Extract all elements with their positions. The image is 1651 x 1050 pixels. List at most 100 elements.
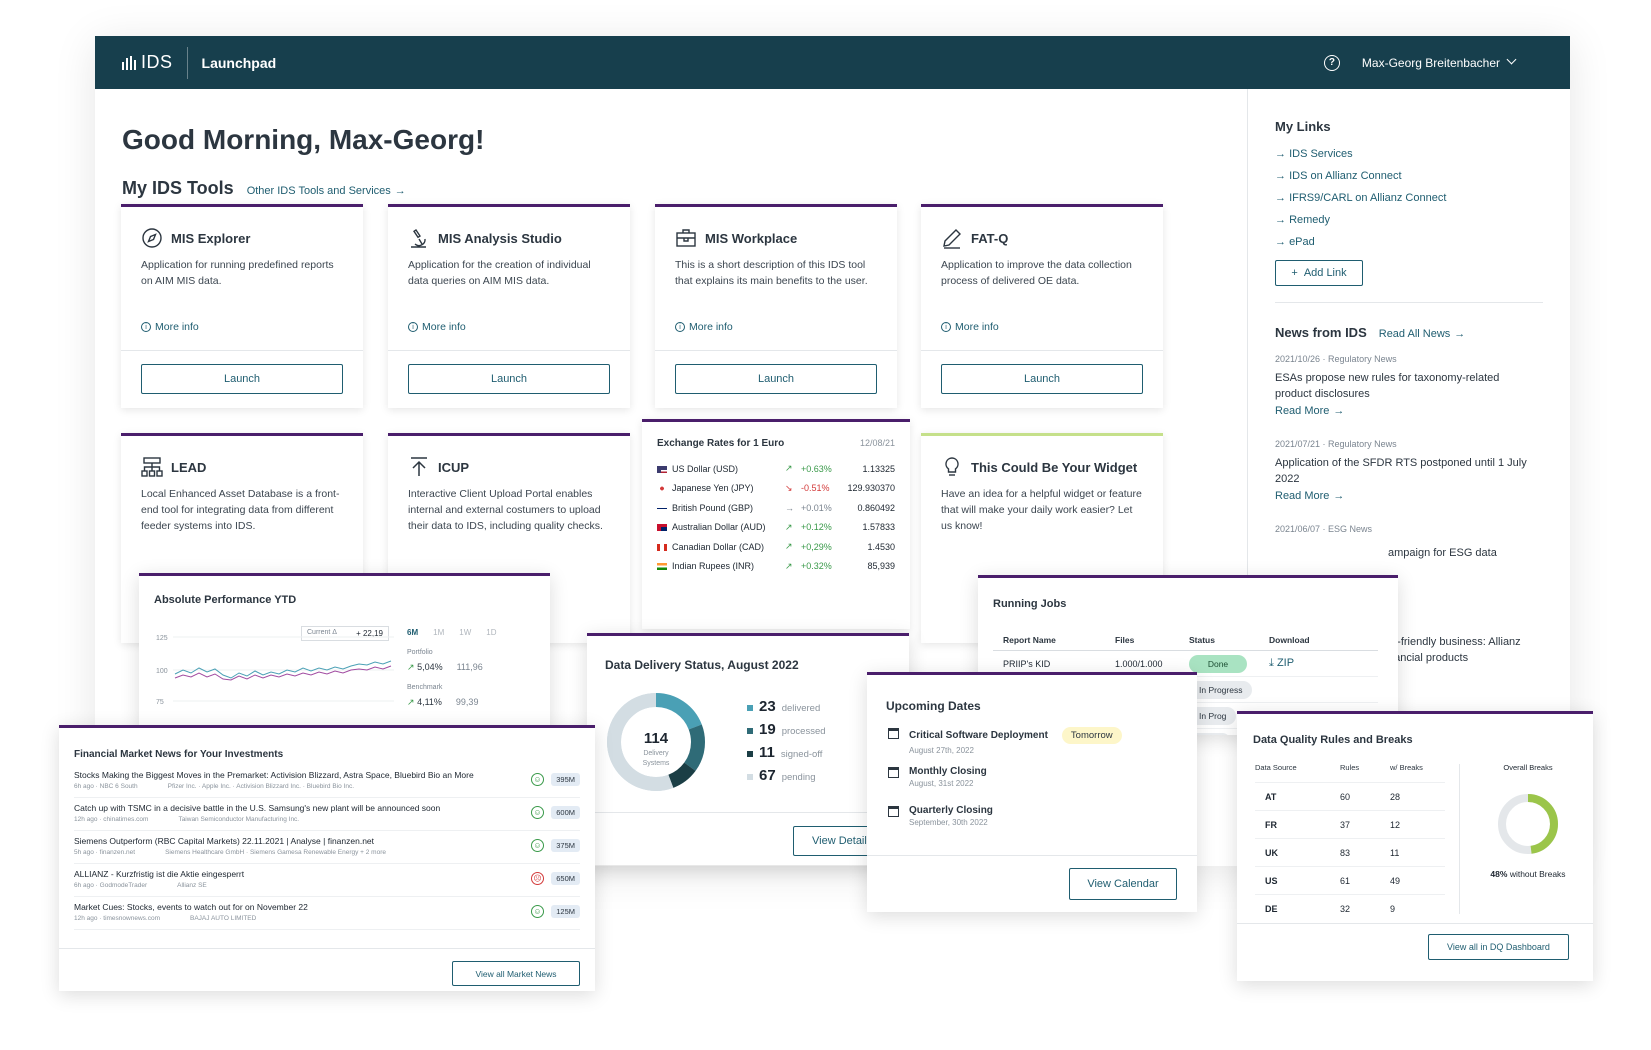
trend-up-icon: ↗ bbox=[785, 521, 793, 532]
sidebar-link[interactable]: → IDS Services bbox=[1275, 148, 1353, 160]
portfolio-stats: ↗ 5,04% 111,96 bbox=[407, 662, 483, 672]
more-info-link[interactable]: i More info bbox=[921, 321, 1163, 333]
arrow-right-icon: → bbox=[1275, 192, 1290, 204]
microscope-icon bbox=[408, 227, 430, 249]
sidebar-link[interactable]: → IFRS9/CARL on Allianz Connect bbox=[1275, 192, 1447, 204]
info-icon: i bbox=[675, 322, 685, 332]
benchmark-label: Benchmark bbox=[407, 684, 443, 691]
news-meta: 2021/07/21 · Regulatory News bbox=[1275, 439, 1397, 449]
delivery-legend-item: 19 processed bbox=[747, 721, 826, 744]
col-files: Files bbox=[1115, 635, 1189, 651]
calendar-icon bbox=[888, 767, 899, 778]
read-more-link[interactable]: Read More → bbox=[1275, 490, 1345, 502]
y-tick: 100 bbox=[156, 668, 168, 675]
sidebar-link[interactable]: → ePad bbox=[1275, 236, 1315, 248]
arrow-right-icon: → bbox=[1275, 148, 1290, 160]
trend-up-icon: ↗ bbox=[785, 463, 793, 474]
view-calendar-button[interactable]: View Calendar bbox=[1069, 868, 1177, 900]
market-news-item[interactable]: Catch up with TSMC in a decisive battle … bbox=[74, 798, 580, 831]
user-menu[interactable]: Max-Georg Breitenbacher bbox=[1361, 54, 1517, 70]
tab-1d[interactable]: 1D bbox=[486, 628, 497, 637]
tab-1w[interactable]: 1W bbox=[459, 628, 472, 637]
benchmark-line bbox=[174, 665, 392, 681]
date-item[interactable]: Critical Software Deployment Tomorrow Augu… bbox=[888, 727, 1122, 766]
legend-swatch bbox=[747, 705, 753, 711]
range-tabs: 6M 1M 1W 1D bbox=[407, 628, 496, 637]
tool-description: Interactive Client Upload Portal enables… bbox=[408, 488, 603, 532]
calendar-icon bbox=[888, 728, 899, 739]
delivery-title: Data Delivery Status, August 2022 bbox=[605, 658, 799, 672]
plus-icon: + bbox=[1291, 267, 1298, 279]
table-row: FR 37 12 bbox=[1255, 810, 1445, 839]
upcoming-dates-title: Upcoming Dates bbox=[886, 699, 981, 713]
date-item[interactable]: Monthly Closing August, 31st 2022 bbox=[888, 766, 1122, 805]
page-greeting: Good Morning, Max-Georg! bbox=[122, 124, 485, 155]
upcoming-dates-widget: Upcoming Dates Critical Software Deploym… bbox=[867, 672, 1197, 912]
date-item[interactable]: Quarterly Closing September, 30th 2022 bbox=[888, 805, 1122, 844]
news-item: 2021/07/21 · Regulatory News Application … bbox=[1275, 439, 1535, 502]
smile-face-icon: ☺ bbox=[531, 773, 544, 786]
tab-6m[interactable]: 6M bbox=[407, 628, 419, 637]
performance-widget: Absolute Performance YTD Current Δ + 22,1… bbox=[139, 573, 550, 733]
more-info-link[interactable]: i More info bbox=[388, 321, 630, 333]
sidebar-link[interactable]: → IDS on Allianz Connect bbox=[1275, 170, 1402, 182]
more-info-link[interactable]: i More info bbox=[121, 321, 363, 333]
user-name: Max-Georg Breitenbacher bbox=[1361, 55, 1500, 70]
data-delivery-widget: Data Delivery Status, August 2022 114 De… bbox=[587, 633, 909, 865]
news-partial-text: te-friendly business: Allianz nancial pro… bbox=[1388, 636, 1521, 664]
view-all-market-news-button[interactable]: View all Market News bbox=[452, 961, 580, 986]
launch-button[interactable]: Launch bbox=[941, 364, 1143, 394]
trend-down-icon: ↘ bbox=[785, 482, 793, 493]
download-zip-link[interactable]: ⤓ ZIP bbox=[1269, 657, 1295, 669]
portfolio-line bbox=[174, 660, 392, 679]
sidebar-link[interactable]: → Remedy bbox=[1275, 214, 1331, 226]
delivery-donut-chart bbox=[607, 693, 705, 791]
tool-title: MIS Analysis Studio bbox=[438, 230, 562, 246]
delivery-legend-item: 67 pending bbox=[747, 767, 826, 790]
launch-button[interactable]: Launch bbox=[675, 364, 877, 394]
trend-up-icon: ↗ bbox=[785, 560, 793, 571]
donut-segment-processed bbox=[607, 693, 705, 791]
trend-up-icon: ↗ bbox=[407, 662, 415, 672]
market-news-item[interactable]: Stocks Making the Biggest Moves in the P… bbox=[74, 765, 580, 798]
launch-button[interactable]: Launch bbox=[408, 364, 610, 394]
help-icon[interactable]: ? bbox=[1323, 54, 1340, 71]
tool-card-mis-analysis-studio: MIS Analysis Studio Application for the c… bbox=[388, 204, 630, 408]
ids-logo[interactable]: IDS bbox=[95, 36, 173, 89]
overall-breaks-donut bbox=[1498, 794, 1558, 854]
smile-face-icon: ☺ bbox=[531, 905, 544, 918]
tool-description: Application for the creation of individu… bbox=[408, 259, 591, 287]
date-tag: Tomorrow bbox=[1061, 727, 1122, 744]
tools-section-header: My IDS Tools Other IDS Tools and Service… bbox=[122, 178, 406, 199]
hierarchy-icon bbox=[141, 456, 163, 478]
add-link-button[interactable]: + Add Link bbox=[1275, 260, 1363, 286]
arrow-right-icon: → bbox=[1275, 236, 1290, 248]
market-news-item[interactable]: Siemens Outperform (RBC Capital Markets)… bbox=[74, 831, 580, 864]
info-icon: i bbox=[141, 322, 151, 332]
portfolio-label: Portfolio bbox=[407, 649, 433, 656]
view-dq-dashboard-button[interactable]: View all in DQ Dashboard bbox=[1428, 934, 1569, 960]
running-jobs-widget: Running Jobs Report Name Files Status Do… bbox=[978, 575, 1398, 735]
fx-table: US Dollar (USD) ↗ +0.63% 1.13325 Japanese Ye… bbox=[657, 459, 895, 576]
flag-gb-icon bbox=[657, 504, 667, 512]
tool-description: Application to improve the data collecti… bbox=[941, 259, 1132, 287]
other-tools-link[interactable]: Other IDS Tools and Services → bbox=[246, 185, 406, 197]
right-sidebar: My Links → IDS Services → IDS on Allianz … bbox=[1247, 89, 1570, 866]
tool-card-mis-workplace: MIS Workplace This is a short description… bbox=[655, 204, 897, 408]
market-news-item[interactable]: Market Cues: Stocks, events to watch out… bbox=[74, 897, 580, 930]
benchmark-stats: ↗ 4,11% 99,39 bbox=[407, 697, 479, 707]
news-item: 2021/06/07 · ESG News bbox=[1275, 524, 1535, 534]
volume-badge: 395M bbox=[551, 773, 580, 786]
launch-button[interactable]: Launch bbox=[141, 364, 343, 394]
flag-ca-icon bbox=[657, 543, 667, 551]
tab-1m[interactable]: 1M bbox=[433, 628, 445, 637]
read-more-link[interactable]: Read More → bbox=[1275, 405, 1345, 417]
tool-title: LEAD bbox=[171, 459, 207, 475]
more-info-link[interactable]: i More info bbox=[655, 321, 897, 333]
read-all-news-link[interactable]: Read All News → bbox=[1378, 328, 1466, 340]
market-news-item[interactable]: ALLIANZ - Kurzfristig ist die Aktie eing… bbox=[74, 864, 580, 897]
trend-flat-icon: → bbox=[785, 502, 794, 513]
table-row: AT 60 28 bbox=[1255, 782, 1445, 811]
tools-section-title: My IDS Tools bbox=[122, 178, 234, 198]
status-badge: In Prog bbox=[1189, 706, 1237, 725]
